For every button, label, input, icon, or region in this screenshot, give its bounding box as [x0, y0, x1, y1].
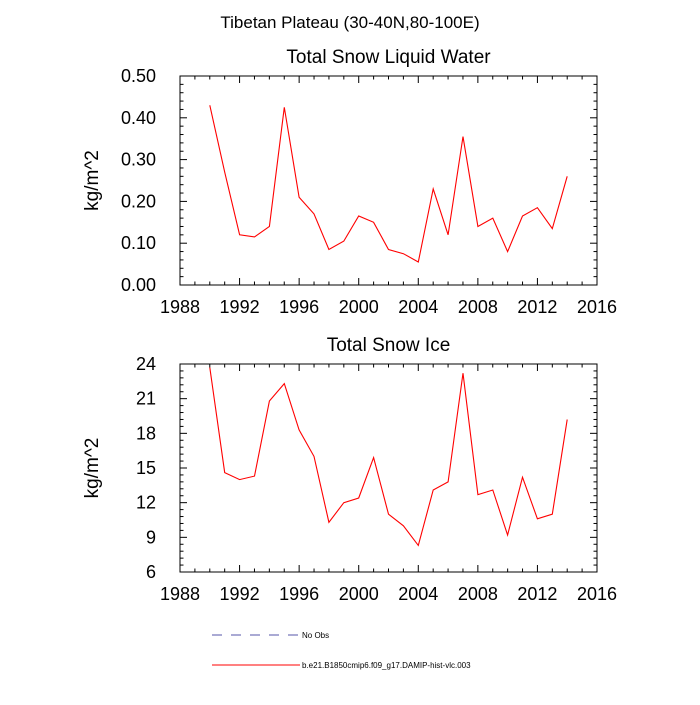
plot-frame: [179, 363, 598, 573]
chart-panel-1: Total Snow Liquid Water kg/m^2 1988 1992 199…: [82, 47, 617, 317]
legend-label-1: No Obs: [302, 631, 329, 640]
x-tick-label: 2012: [517, 297, 557, 317]
y-tick-label: 0.40: [121, 108, 156, 128]
x-tick-label: 2004: [398, 297, 438, 317]
x-tick-label: 1992: [220, 297, 260, 317]
legend-label-2: b.e21.B1850cmip6.f09_g17.DAMIP-hist-vlc.…: [302, 661, 471, 670]
figure-title: Tibetan Plateau (30-40N,80-100E): [220, 13, 479, 32]
y-tick-label: 18: [136, 423, 156, 443]
x-tick-label: 1988: [160, 297, 200, 317]
y-axis-label: kg/m^2: [82, 150, 103, 211]
y-tick-label: 0.00: [121, 275, 156, 295]
y-axis-label: kg/m^2: [82, 438, 103, 499]
x-tick-label: 2016: [577, 584, 617, 604]
chart-panel-2: Total Snow Ice kg/m^2 1988 1992 1996 2000 2004…: [82, 335, 617, 604]
x-tick-label: 2000: [339, 584, 379, 604]
x-tick-label: 2000: [339, 297, 379, 317]
y-tick-label: 0.50: [121, 66, 156, 86]
y-tick-label: 0.30: [121, 150, 156, 170]
series-line-1: [209, 105, 568, 263]
x-tick-label: 2012: [517, 584, 557, 604]
y-tick-label: 15: [136, 458, 156, 478]
y-tick-label: 0.10: [121, 233, 156, 253]
x-tick-label: 1992: [220, 584, 260, 604]
y-tick-label: 6: [146, 562, 156, 582]
x-tick-label: 2008: [458, 584, 498, 604]
y-tick-label: 24: [136, 354, 156, 374]
x-tick-label: 2016: [577, 297, 617, 317]
chart-title: Total Snow Liquid Water: [286, 47, 491, 68]
series-line-1: [209, 367, 568, 547]
x-tick-label: 2004: [398, 584, 438, 604]
chart-title: Total Snow Ice: [327, 335, 451, 356]
y-tick-label: 9: [146, 527, 156, 547]
y-tick-label: 12: [136, 493, 156, 513]
y-tick-label: 0.20: [121, 191, 156, 211]
plot-frame: [179, 75, 598, 286]
x-tick-label: 2008: [458, 297, 498, 317]
x-tick-label: 1996: [279, 584, 319, 604]
legend: No Obs b.e21.B1850cmip6.f09_g17.DAMIP-his…: [212, 631, 471, 670]
y-tick-label: 21: [136, 389, 156, 409]
x-tick-label: 1988: [160, 584, 200, 604]
x-tick-label: 1996: [279, 297, 319, 317]
